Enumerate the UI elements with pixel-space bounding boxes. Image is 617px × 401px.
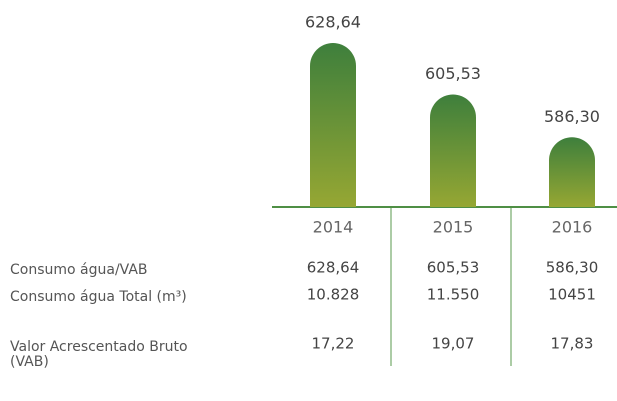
cell-value: 10451 — [548, 286, 596, 304]
row-label: Valor Acrescentado Bruto (VAB) — [10, 339, 188, 370]
x-tick-label: 2014 — [313, 218, 354, 237]
cell-value: 17,22 — [312, 335, 355, 353]
cell-value: 19,07 — [432, 335, 475, 353]
bar — [430, 94, 476, 207]
cell-value: 586,30 — [546, 259, 599, 277]
data-label: 605,53 — [425, 64, 481, 83]
x-tick-label: 2016 — [552, 218, 593, 237]
row-label: Consumo água Total (m³) — [10, 289, 187, 305]
cell-value: 11.550 — [427, 286, 480, 304]
x-tick-label: 2015 — [433, 218, 474, 237]
cell-value: 10.828 — [307, 286, 360, 304]
cell-value: 628,64 — [307, 259, 360, 277]
data-label: 586,30 — [544, 107, 600, 126]
bar — [310, 42, 356, 207]
row-label: Consumo água/VAB — [10, 262, 148, 278]
data-label: 628,64 — [305, 12, 361, 31]
cell-value: 605,53 — [427, 259, 480, 277]
bar — [549, 137, 595, 207]
cell-value: 17,83 — [551, 335, 594, 353]
